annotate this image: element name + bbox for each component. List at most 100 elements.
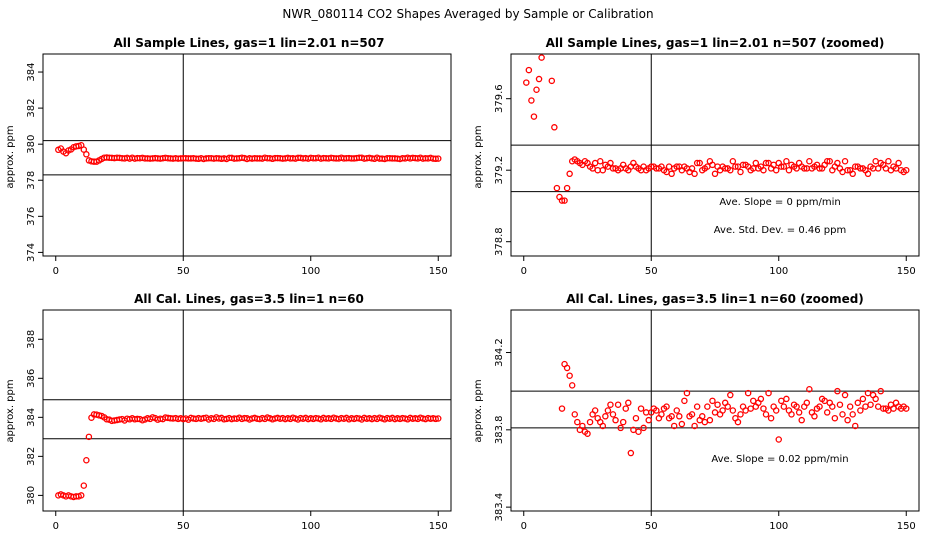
data-point <box>729 407 737 414</box>
data-point <box>747 405 754 412</box>
panel-cal-lines: All Cal. Lines, gas=3.5 lin=1 n=60 appro… <box>5 292 452 532</box>
panel-title: All Sample Lines, gas=1 lin=2.01 n=507 (… <box>546 36 885 50</box>
data-point <box>688 165 696 172</box>
data-points <box>55 142 442 165</box>
data-point <box>816 403 823 410</box>
panel-sample-lines-zoomed: All Sample Lines, gas=1 lin=2.01 n=507 (… <box>473 36 920 277</box>
data-point <box>558 405 566 412</box>
data-point <box>767 414 775 422</box>
data-point <box>607 159 614 167</box>
data-point <box>566 170 573 178</box>
data-point <box>831 414 839 422</box>
data-point <box>530 113 538 120</box>
data-point <box>548 77 556 85</box>
data-point <box>645 416 652 424</box>
plot-frame <box>510 309 920 512</box>
data-point <box>727 166 734 174</box>
data-point <box>903 166 910 174</box>
data-point <box>714 401 721 408</box>
data-point <box>553 184 561 192</box>
data-point <box>563 364 571 372</box>
x-tick-label: 100 <box>769 266 788 277</box>
data-point <box>622 405 630 412</box>
data-point <box>874 165 882 172</box>
y-tick-label: 384 <box>26 408 37 427</box>
data-point <box>844 166 851 174</box>
data-point <box>762 159 770 167</box>
data-point <box>594 166 601 174</box>
data-point <box>834 159 841 167</box>
data-point <box>535 75 543 83</box>
data-point <box>719 407 726 414</box>
data-point <box>579 422 586 430</box>
data-point <box>783 158 790 165</box>
data-point <box>533 86 540 94</box>
x-tick-label: 100 <box>301 521 320 532</box>
data-point <box>619 418 627 426</box>
data-point <box>434 415 442 422</box>
data-point <box>80 482 88 489</box>
x-tick-label: 150 <box>897 521 916 532</box>
data-point <box>780 403 788 410</box>
data-point <box>85 433 93 441</box>
x-tick-label: 0 <box>53 266 59 277</box>
data-point <box>625 399 632 407</box>
data-point <box>829 403 836 410</box>
plot-frame <box>42 309 452 512</box>
panel-title: All Cal. Lines, gas=3.5 lin=1 n=60 (zoom… <box>566 292 864 306</box>
data-point <box>597 158 604 165</box>
data-point <box>612 416 619 424</box>
data-point <box>693 159 701 167</box>
data-point <box>668 170 675 178</box>
data-point <box>83 151 90 158</box>
data-point <box>614 401 622 408</box>
data-point <box>668 413 675 420</box>
y-tick-label: 384.2 <box>494 338 505 367</box>
data-point <box>525 66 533 74</box>
data-point <box>806 385 813 393</box>
data-point <box>561 197 568 204</box>
data-point <box>637 405 645 412</box>
data-point <box>867 401 874 408</box>
data-point <box>836 401 844 408</box>
x-tick-label: 100 <box>769 521 788 532</box>
data-point <box>551 124 558 131</box>
data-point <box>803 399 811 407</box>
data-point <box>528 97 535 104</box>
data-point <box>852 422 859 430</box>
data-point <box>864 170 872 178</box>
data-point <box>724 403 732 410</box>
data-point <box>604 407 612 414</box>
y-tick-label: 378.8 <box>494 227 505 256</box>
y-axis-label: approx. ppm <box>473 379 484 442</box>
y-tick-label: 380 <box>26 486 37 505</box>
data-point <box>823 158 831 165</box>
panel-title: All Sample Lines, gas=1 lin=2.01 n=507 <box>114 36 385 50</box>
data-point <box>890 405 897 412</box>
slope-annotation: Ave. Slope = 0.02 ppm/min <box>711 454 848 465</box>
data-point <box>568 382 576 389</box>
x-tick-label: 150 <box>429 266 448 277</box>
data-point <box>632 414 640 422</box>
data-point <box>627 449 635 457</box>
data-point <box>711 170 719 178</box>
data-point <box>599 166 607 174</box>
data-point <box>737 168 744 176</box>
data-point <box>816 165 823 172</box>
data-point <box>760 166 767 174</box>
y-tick-label: 374 <box>26 243 37 262</box>
data-point <box>683 389 691 397</box>
data-point <box>673 163 681 170</box>
x-tick-label: 150 <box>897 266 916 277</box>
y-tick-label: 382 <box>26 447 37 466</box>
data-point <box>801 165 808 172</box>
data-point <box>665 163 673 170</box>
data-point <box>658 411 665 418</box>
data-point <box>78 492 85 499</box>
data-points <box>55 411 442 501</box>
data-point <box>854 399 862 407</box>
data-point <box>635 428 642 436</box>
x-tick-label: 50 <box>645 266 658 277</box>
data-point <box>676 413 683 420</box>
data-point <box>704 403 711 410</box>
